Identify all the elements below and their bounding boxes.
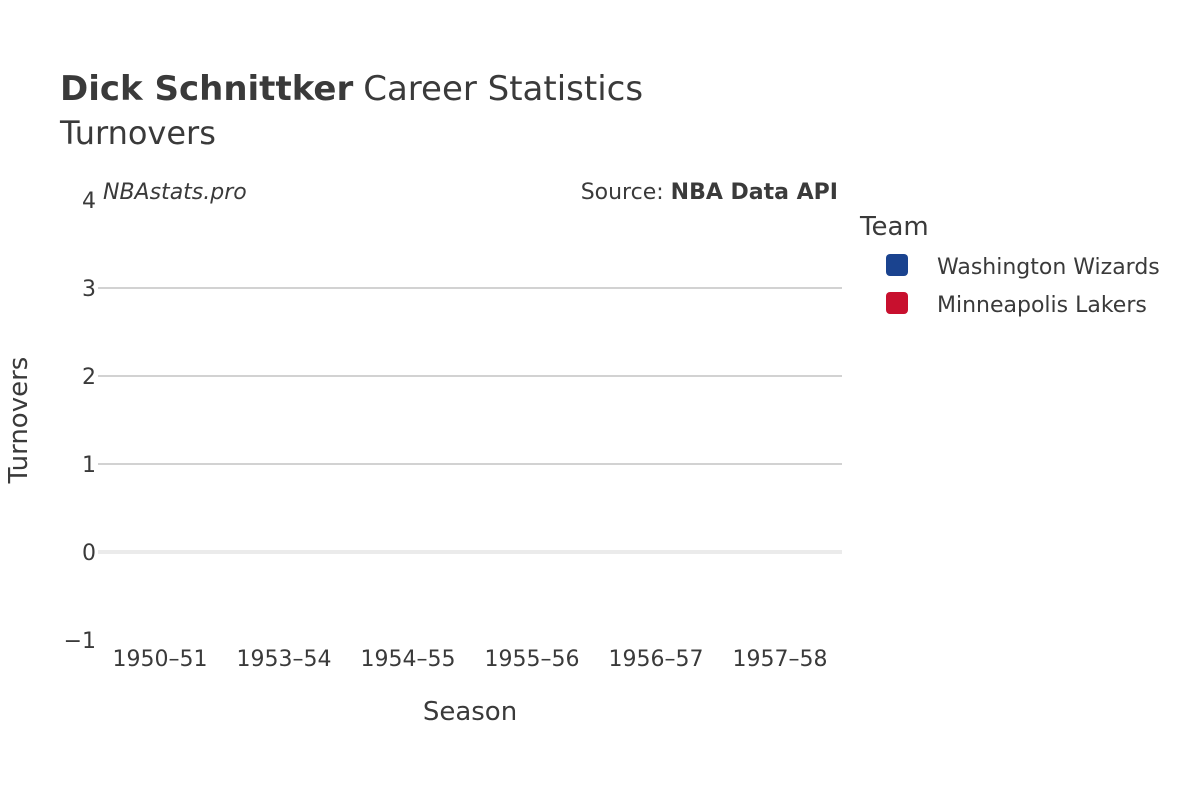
y-tick-label: 3	[82, 277, 96, 302]
legend-swatch-washington-wizards	[886, 254, 908, 276]
x-axis-ticks: 1950–51 1953–54 1954–55 1955–56 1956–57 1957–…	[113, 647, 828, 672]
watermark: NBAstats.pro	[103, 180, 247, 205]
y-axis-ticks: −1 0 1 2 3 4	[64, 189, 96, 654]
legend-swatch-minneapolis-lakers	[886, 292, 908, 314]
x-tick-label: 1956–57	[609, 647, 704, 672]
x-tick-label: 1957–58	[733, 647, 828, 672]
legend-title: Team	[859, 212, 929, 242]
y-tick-label: 0	[82, 541, 96, 566]
legend-item-washington-wizards[interactable]: Washington Wizards	[886, 254, 1160, 280]
source-name: NBA Data API	[671, 180, 838, 205]
source-label: Source: NBA Data API	[581, 180, 838, 205]
y-tick-label: 4	[82, 189, 96, 214]
y-tick-label: −1	[64, 629, 96, 654]
legend: Team Washington Wizards Minneapolis Lake…	[859, 212, 1160, 318]
legend-label-washington-wizards: Washington Wizards	[937, 255, 1160, 280]
x-axis-title: Season	[423, 697, 517, 727]
chart-subtitle: Turnovers	[59, 114, 216, 152]
source-prefix: Source:	[581, 180, 671, 205]
x-tick-label: 1953–54	[237, 647, 332, 672]
chart-title-name: Dick Schnittker	[60, 69, 353, 109]
chart-title-rest: Career Statistics	[363, 69, 643, 109]
x-tick-label: 1955–56	[485, 647, 580, 672]
y-tick-label: 2	[82, 365, 96, 390]
y-axis-title: Turnovers	[4, 357, 34, 485]
x-tick-label: 1954–55	[361, 647, 456, 672]
legend-label-minneapolis-lakers: Minneapolis Lakers	[937, 293, 1147, 318]
chart-title: Dick Schnittker Career Statistics	[60, 69, 643, 109]
x-tick-label: 1950–51	[113, 647, 208, 672]
legend-item-minneapolis-lakers[interactable]: Minneapolis Lakers	[886, 292, 1147, 318]
y-tick-label: 1	[82, 453, 96, 478]
gridlines	[98, 287, 842, 554]
